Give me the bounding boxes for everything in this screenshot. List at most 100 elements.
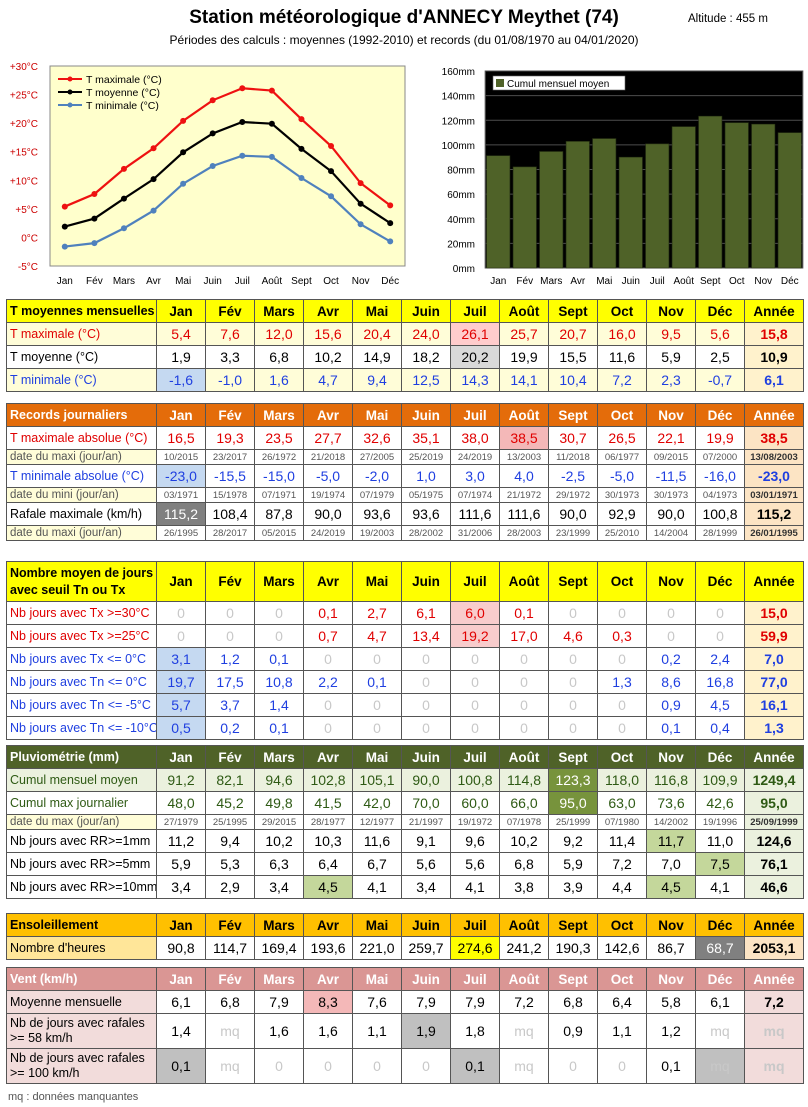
value-cell: 9,2	[548, 829, 598, 853]
temp-legend-label: T maximale (°C)	[86, 74, 162, 86]
section-title: Pluviométrie (mm)	[6, 745, 157, 769]
temp-data-point	[209, 163, 216, 169]
temp-data-point	[61, 223, 68, 230]
value-cell: 6,0	[450, 601, 500, 625]
temp-data-point	[209, 130, 216, 137]
value-cell: 82,1	[205, 768, 255, 792]
annual-cell: 03/01/1971	[744, 487, 804, 503]
row-label: Nb jours avec Tx >=25°C	[6, 624, 157, 648]
value-cell: -2,5	[548, 464, 598, 488]
temp-ytick-label: 0°C	[21, 233, 38, 244]
value-cell: 0	[695, 601, 745, 625]
value-cell: 23,5	[254, 426, 304, 450]
temp-data-point	[91, 240, 98, 247]
year-header: Année	[744, 299, 804, 323]
value-cell: 16,8	[695, 670, 745, 694]
value-cell: 0,2	[646, 647, 696, 671]
table-section: Ensoleillement Jan Fév Mars Avr Mai Juin Juil Ao…	[6, 913, 804, 960]
value-cell: 0	[352, 647, 402, 671]
table-row: Moyenne mensuelle 6,1 6,8 7,9 8,3 7,6 7,9 7,9 7,…	[6, 990, 804, 1014]
value-cell: 5,8	[646, 990, 696, 1014]
rain-ytick-label: 120mm	[442, 116, 475, 127]
value-cell: -23,0	[156, 464, 206, 488]
temp-ytick-label: +20°C	[10, 119, 38, 130]
date-cell: 21/2018	[303, 449, 353, 465]
footnote: mq : données manquantes	[8, 1091, 139, 1103]
month-header: Mai	[352, 967, 402, 991]
value-cell: 5,9	[646, 345, 696, 369]
value-cell: 10,2	[499, 829, 549, 853]
month-header: Déc	[695, 561, 745, 602]
table-row: Nb jours avec Tx <= 0°C 3,1 1,2 0,1 0 0 0 0 0 0 0 0…	[6, 647, 804, 671]
row-label: T minimale absolue (°C)	[6, 464, 157, 488]
value-cell: 3,8	[499, 875, 549, 899]
table-row: Cumul mensuel moyen 91,2 82,1 94,6 102,8 105,…	[6, 768, 804, 792]
value-cell: 2,5	[695, 345, 745, 369]
value-cell: 0	[401, 670, 451, 694]
row-label: Nb jours avec RR>=1mm	[6, 829, 157, 853]
value-cell: mq	[695, 1048, 745, 1084]
month-header: Nov	[646, 403, 696, 427]
month-header: Mai	[352, 403, 402, 427]
month-header: Nov	[646, 299, 696, 323]
month-header: Mai	[352, 913, 402, 937]
date-cell: 31/2006	[450, 525, 500, 541]
value-cell: 6,3	[254, 852, 304, 876]
row-label: Nb jours avec Tn <= -10°C	[6, 716, 157, 740]
table-row: T moyenne (°C) 1,9 3,3 6,8 10,2 14,9 18,2 20,2 1…	[6, 345, 804, 369]
table-header-row: Ensoleillement Jan Fév Mars Avr Mai Juin Juil Ao…	[6, 913, 804, 937]
value-cell: 17,0	[499, 624, 549, 648]
value-cell: 2,2	[303, 670, 353, 694]
value-cell: mq	[499, 1013, 549, 1049]
value-cell: 6,1	[695, 990, 745, 1014]
temp-series-line	[64, 87, 391, 208]
value-cell: 66,0	[499, 791, 549, 815]
value-cell: 7,5	[695, 852, 745, 876]
month-header: Mars	[254, 299, 304, 323]
value-cell: 4,0	[499, 464, 549, 488]
temp-data-point	[268, 153, 275, 160]
value-cell: 11,6	[352, 829, 402, 853]
value-cell: -5,0	[597, 464, 647, 488]
annual-cell: 59,9	[744, 624, 804, 648]
annual-cell: mq	[744, 1013, 804, 1049]
month-header: Juil	[450, 913, 500, 937]
value-cell: 94,6	[254, 768, 304, 792]
date-cell: 29/2015	[254, 814, 304, 830]
value-cell: 20,4	[352, 322, 402, 346]
rain-bar	[724, 122, 749, 269]
month-header: Mai	[352, 745, 402, 769]
rain-bar	[698, 115, 723, 269]
value-cell: 2,4	[695, 647, 745, 671]
date-cell: 28/1999	[695, 525, 745, 541]
value-cell: 0	[499, 647, 549, 671]
month-header: Oct	[597, 299, 647, 323]
value-cell: 27,7	[303, 426, 353, 450]
temp-data-point	[150, 207, 157, 214]
date-cell: 13/2003	[499, 449, 549, 465]
value-cell: -1,6	[156, 368, 206, 392]
value-cell: 22,1	[646, 426, 696, 450]
month-header: Déc	[695, 745, 745, 769]
value-cell: 3,4	[156, 875, 206, 899]
temp-series-line	[64, 120, 391, 228]
month-header: Jan	[156, 561, 206, 602]
rain-bar	[512, 166, 537, 269]
value-cell: 5,9	[156, 852, 206, 876]
rain-xtick-label: Août	[673, 276, 694, 287]
month-header: Juin	[401, 403, 451, 427]
value-cell: 68,7	[695, 936, 745, 960]
value-cell: 0	[352, 1048, 402, 1084]
month-header: Fév	[205, 745, 255, 769]
value-cell: 73,6	[646, 791, 696, 815]
value-cell: 0	[156, 624, 206, 648]
value-cell: 3,3	[205, 345, 255, 369]
temp-xtick-label: Mai	[175, 276, 191, 287]
value-cell: 7,6	[205, 322, 255, 346]
month-header: Sept	[548, 299, 598, 323]
table-section: Pluviométrie (mm) Jan Fév Mars Avr Mai Juin Jui…	[6, 745, 804, 899]
value-cell: 11,2	[156, 829, 206, 853]
date-cell: 19/2003	[352, 525, 402, 541]
value-cell: -15,0	[254, 464, 304, 488]
value-cell: 190,3	[548, 936, 598, 960]
